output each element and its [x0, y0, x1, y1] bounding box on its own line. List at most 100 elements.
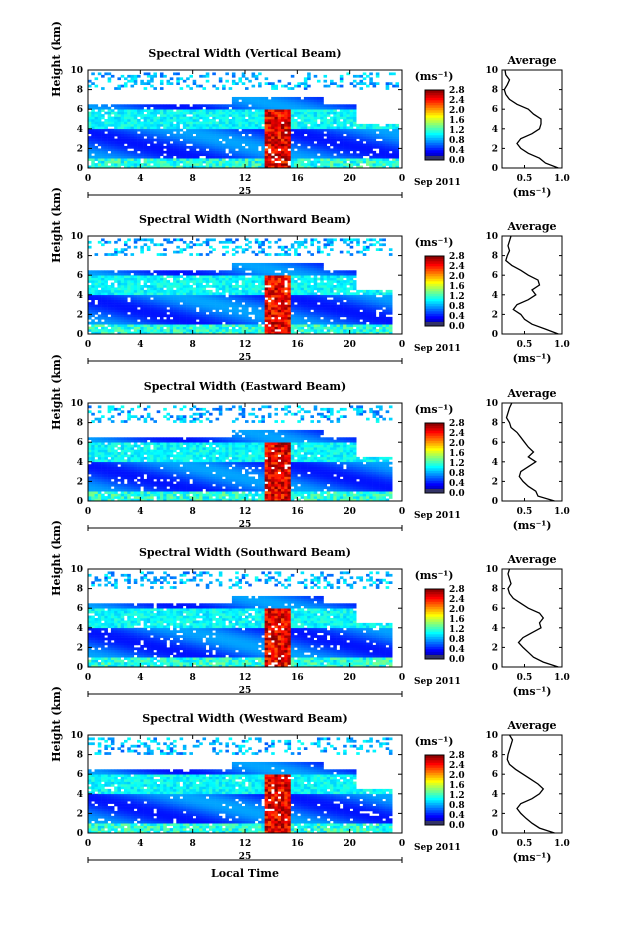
heatmap-cell	[297, 289, 301, 293]
heatmap-cell	[179, 292, 184, 296]
heatmap-cell	[169, 109, 174, 112]
heatmap-cell	[199, 309, 203, 313]
heatmap-cell	[173, 329, 177, 332]
heatmap-cell	[372, 128, 377, 132]
heatmap-cell	[94, 321, 99, 325]
heatmap-cell	[274, 96, 279, 100]
heatmap-cell	[310, 119, 314, 122]
heatmap-cell	[97, 150, 102, 154]
heatmap-cell	[150, 133, 154, 137]
heatmap-cell	[320, 265, 324, 269]
heatmap-cell	[316, 148, 321, 152]
heatmap-cell	[375, 289, 380, 293]
heatmap-cell	[218, 116, 223, 120]
heatmap-cell	[120, 314, 125, 318]
heatmap-cell	[146, 280, 151, 283]
heatmap-cell	[310, 302, 314, 305]
heatmap-cell	[307, 138, 311, 142]
heatmap-cell	[205, 155, 210, 159]
heatmap-cell	[382, 138, 386, 142]
heatmap-cell	[173, 238, 177, 242]
heatmap-cell	[333, 299, 337, 303]
heatmap-cell	[101, 158, 105, 161]
heatmap-cell	[375, 316, 380, 320]
heatmap-cell	[294, 101, 298, 105]
heatmap-cell	[94, 133, 99, 137]
heatmap-cell	[290, 119, 295, 122]
heatmap-cell	[130, 324, 135, 327]
heatmap-cell	[251, 324, 256, 327]
heatmap-cell	[343, 143, 347, 147]
heatmap-cell	[297, 314, 301, 318]
heatmap-cell	[346, 145, 350, 149]
heatmap-cell	[140, 302, 144, 305]
heatmap-cell	[349, 133, 354, 137]
heatmap-cell	[231, 111, 236, 115]
heatmap-cell	[316, 297, 321, 300]
heatmap-cell	[313, 292, 318, 296]
heatmap-cell	[372, 331, 377, 335]
heatmap-cell	[287, 265, 292, 269]
heatmap-cell	[212, 163, 216, 166]
heatmap-cell	[140, 324, 144, 327]
heatmap-cell	[120, 150, 125, 154]
heatmap-cell	[127, 289, 131, 293]
heatmap-cell	[182, 326, 187, 330]
heatmap-cell	[91, 280, 95, 283]
heatmap-cell	[179, 133, 184, 137]
heatmap-cell	[300, 121, 305, 125]
heatmap-cell	[303, 150, 308, 154]
heatmap-cell	[104, 133, 108, 137]
heatmap-cell	[235, 287, 239, 291]
heatmap-cell	[248, 145, 252, 149]
heatmap-cell	[143, 285, 148, 288]
heatmap-cell	[267, 153, 272, 157]
heatmap-cell	[91, 145, 95, 149]
heatmap-cell	[258, 316, 262, 320]
heatmap-cell	[107, 329, 112, 332]
heatmap-cell	[231, 99, 236, 103]
heatmap-cell	[218, 163, 223, 166]
heatmap-cell	[271, 280, 275, 283]
heatmap-cell	[189, 155, 193, 159]
heatmap-cell	[366, 311, 370, 315]
heatmap-cell	[205, 309, 210, 313]
heatmap-cell	[166, 329, 171, 332]
heatmap-cell	[352, 148, 357, 152]
heatmap-cell	[366, 131, 370, 134]
heatmap-cell	[186, 138, 190, 142]
heatmap-cell	[392, 160, 396, 164]
heatmap-cell	[307, 153, 311, 157]
heatmap-cell	[88, 111, 92, 115]
heatmap-cell	[163, 309, 167, 313]
heatmap-cell	[333, 126, 337, 130]
heatmap-cell	[179, 314, 184, 318]
panel-1: Spectral Width (Northward Beam)0246810He…	[50, 187, 570, 365]
heatmap-cell	[277, 275, 282, 278]
heatmap-cell	[114, 163, 118, 166]
heatmap-cell	[225, 141, 229, 144]
heatmap-cell	[248, 121, 252, 125]
heatmap-cell	[107, 143, 112, 147]
heatmap-cell	[114, 250, 118, 254]
heatmap-cell	[382, 331, 386, 335]
heatmap-cell	[209, 141, 213, 144]
heatmap-cell	[205, 72, 210, 76]
heatmap-cell	[140, 304, 144, 308]
heatmap-cell	[254, 145, 259, 149]
heatmap-cell	[225, 153, 229, 157]
heatmap-cell	[235, 145, 239, 149]
heatmap-cell	[150, 282, 154, 286]
heatmap-cell	[258, 287, 262, 291]
heatmap-cell	[352, 138, 357, 142]
heatmap-cell	[156, 121, 161, 125]
heatmap-cell	[316, 116, 321, 120]
heatmap-cell	[94, 282, 99, 286]
heatmap-cell	[330, 111, 334, 115]
heatmap-cell	[320, 287, 324, 291]
heatmap-cell	[274, 145, 279, 149]
heatmap-cell	[280, 331, 285, 335]
heatmap-cell	[316, 329, 321, 332]
heatmap-cell	[176, 111, 180, 115]
heatmap-cell	[146, 106, 151, 110]
